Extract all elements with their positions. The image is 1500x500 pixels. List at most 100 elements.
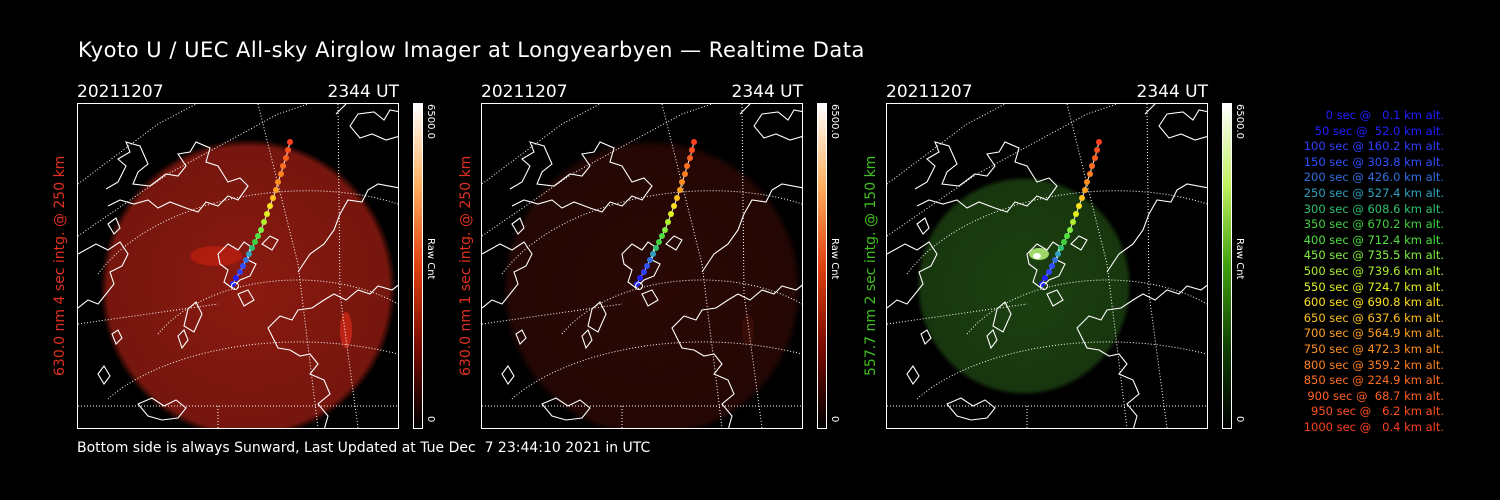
legend-row: 0 sec @ 0.1 km alt. [1325,108,1444,122]
panel-3-time: 2344 UT [1136,82,1209,102]
coastline [482,104,802,428]
trajectory-point [285,147,291,153]
panel-2-colorbar-max: 6500.0 [829,104,840,139]
legend-row: 600 sec @ 690.8 km alt. [1303,295,1444,310]
panel-1: 20211207 2344 UT 6500.0 Raw Cnt 0 [77,82,437,432]
auroral-arc [190,246,242,266]
panel-3-airglow-map [886,103,1208,429]
trajectory-point [275,179,281,185]
trajectory-point [659,233,665,239]
panel-3-colorbar [1222,103,1232,429]
panel-3-date: 20211207 [886,82,973,102]
trajectory-point [230,281,236,287]
page-title: Kyoto U / UEC All-sky Airglow Imager at … [78,38,865,62]
trajectory-point [240,263,246,269]
panel-2-airglow-map [481,103,803,429]
trajectory-point [637,275,643,281]
trajectory-point [1055,251,1061,257]
panel-3-colorbar-max: 6500.0 [1234,104,1245,139]
trajectory-point [280,163,286,169]
legend-row: 950 sec @ 6.2 km alt. [1311,404,1444,419]
trajectory-point [647,257,653,263]
panel-1-colorbar-max: 6500.0 [425,104,436,139]
legend-row: 650 sec @ 637.6 km alt. [1303,310,1444,325]
rocket-trajectory [634,139,697,290]
trajectory-point [653,245,659,251]
launch-site-marker [231,282,239,290]
legend-row: 750 sec @ 472.3 km alt. [1303,341,1444,356]
legend-row: 900 sec @ 68.7 km alt. [1307,388,1444,403]
trajectory-point [674,195,680,201]
trajectory-point [261,219,267,225]
panel-2-colorbar [817,103,827,429]
panel-2-wavelength-label: 630.0 nm 1 sec intg. @ 250 km [458,155,474,377]
trajectory-point [668,211,674,217]
legend-row: 300 sec @ 608.6 km alt. [1303,201,1444,216]
panel-2-colorbar-min: 0 [829,416,840,423]
trajectory-legend: 0 sec @ 0.1 km alt. 50 sec @ 52.0 km alt.… [1262,108,1444,435]
legend-row: 550 sec @ 724.7 km alt. [1303,279,1444,294]
trajectory-point [264,211,270,217]
rocket-trajectory [230,139,293,290]
rocket-trajectory [1039,139,1102,290]
legend-row: 850 sec @ 224.9 km alt. [1303,373,1444,388]
trajectory-point [1042,275,1048,281]
trajectory-point [684,163,690,169]
auroral-spot-core [1033,253,1041,259]
trajectory-point [243,257,249,263]
coastline [78,104,398,428]
panel-1-wavelength-label: 630.0 nm 4 sec intg. @ 250 km [52,155,68,377]
panel-3-colorbar-min: 0 [1234,416,1245,423]
panel-3-colorbar-label: Raw Cnt [1234,238,1245,280]
trajectory-point [650,251,656,257]
trajectory-point [1046,269,1052,275]
trajectory-point [1064,233,1070,239]
emission-field [502,139,802,428]
trajectory-point [641,269,647,275]
trajectory-point [1079,195,1085,201]
trajectory-point [1082,187,1088,193]
legend-row: 400 sec @ 712.4 km alt. [1303,232,1444,247]
trajectory-point [671,203,677,209]
trajectory-point [258,227,264,233]
legend-row: 500 sec @ 739.6 km alt. [1303,263,1444,278]
trajectory-point [1076,203,1082,209]
lat-lon-grid [887,104,1207,428]
trajectory-point [1084,179,1090,185]
legend-row: 1000 sec @ 0.4 km alt. [1303,419,1444,434]
auroral-patch [742,314,754,346]
trajectory-point [1058,245,1064,251]
trajectory-point [233,275,239,281]
trajectory-point [1052,257,1058,263]
panel-1-airglow-map [77,103,399,429]
legend-row: 450 sec @ 735.5 km alt. [1303,248,1444,263]
trajectory-point [1061,239,1067,245]
trajectory-point [273,187,279,193]
panel-2-colorbar-label: Raw Cnt [829,238,840,280]
legend-row: 100 sec @ 160.2 km alt. [1303,139,1444,154]
panel-1-colorbar-min: 0 [425,416,436,423]
trajectory-point [665,219,671,225]
trajectory-point [1067,227,1073,233]
legend-row: 350 sec @ 670.2 km alt. [1303,217,1444,232]
launch-site-marker [1040,282,1048,290]
trajectory-point [283,155,289,161]
trajectory-point [255,233,261,239]
panel-2: 20211207 2344 UT 6500.0 Raw Cnt 0 [481,82,841,432]
trajectory-point [1039,281,1045,287]
trajectory-point [270,195,276,201]
panel-1-colorbar-label: Raw Cnt [425,238,436,280]
trajectory-point [278,171,284,177]
coastline [887,104,1207,428]
trajectory-point [691,139,697,145]
trajectory-point [662,227,668,233]
lat-lon-grid [78,104,398,428]
trajectory-point [1087,171,1093,177]
legend-row: 700 sec @ 564.9 km alt. [1303,326,1444,341]
trajectory-point [246,251,252,257]
trajectory-point [1049,263,1055,269]
trajectory-point [644,263,650,269]
legend-row: 250 sec @ 527.4 km alt. [1303,185,1444,200]
trajectory-point [267,203,273,209]
trajectory-point [1096,139,1102,145]
